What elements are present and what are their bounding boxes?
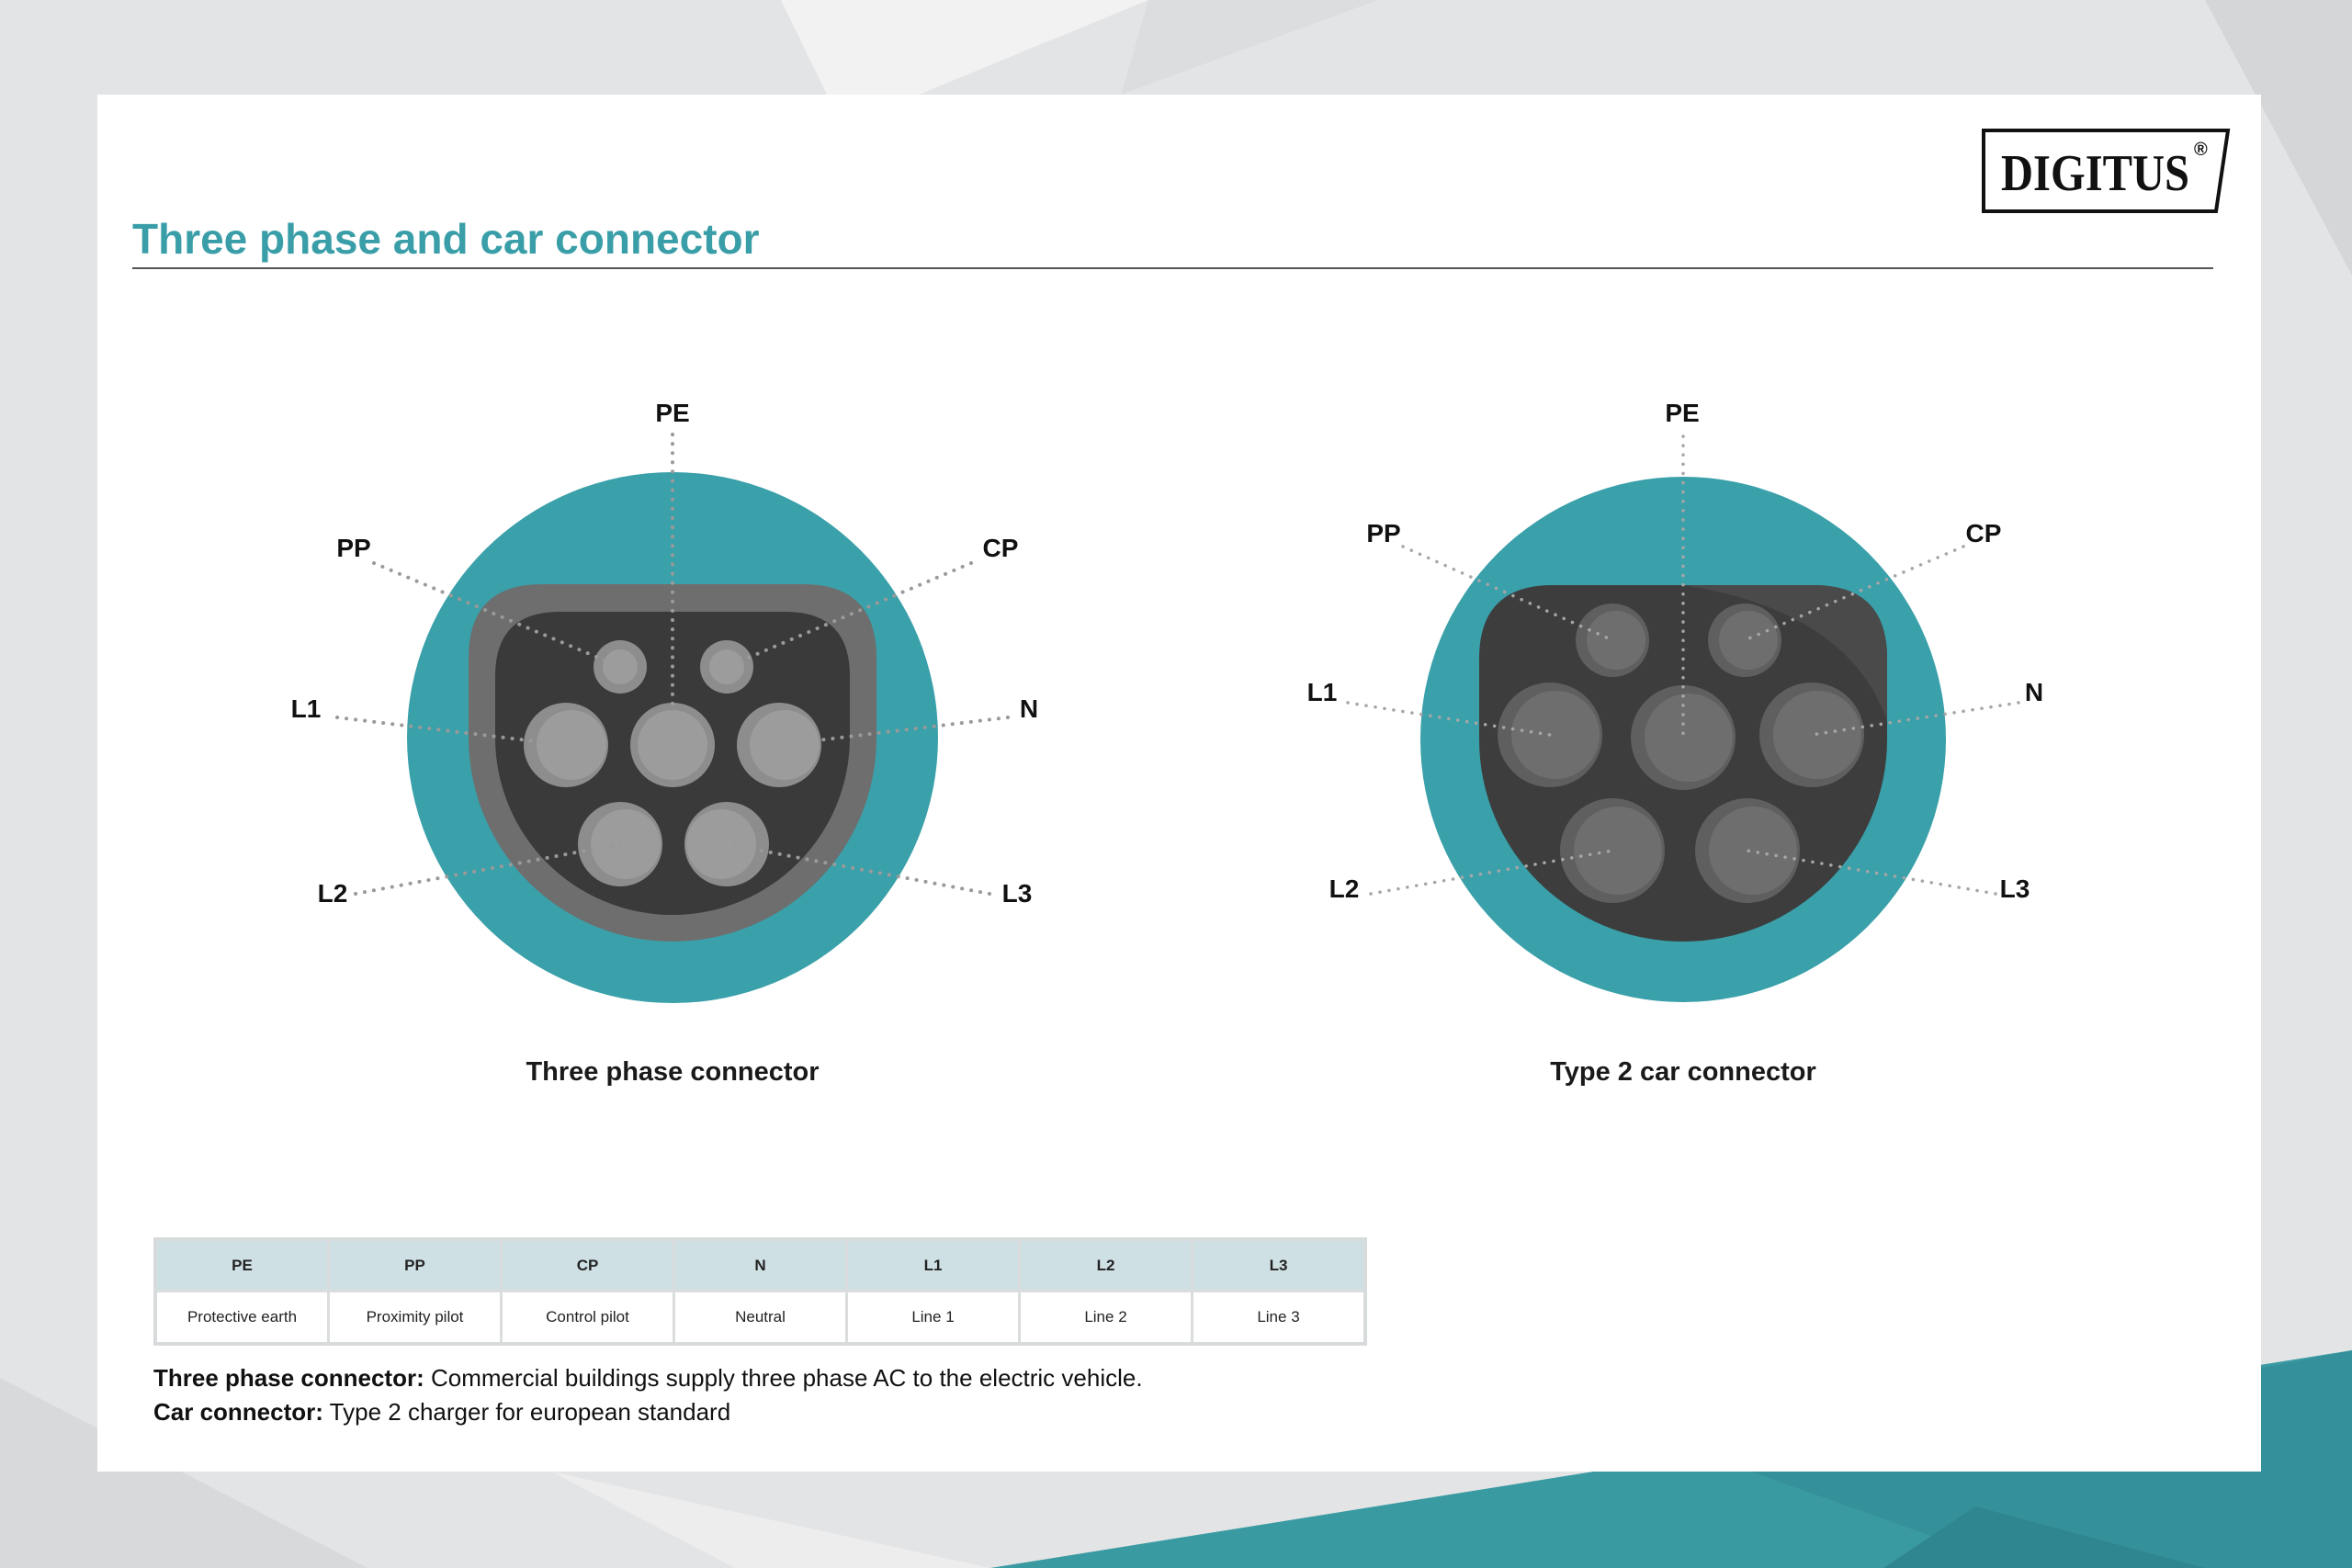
- pin-legend-table: PE PP CP N L1 L2 L3 Protective earth Pro…: [153, 1237, 1367, 1346]
- label-l1: L1: [291, 694, 322, 723]
- legend-header: PE: [153, 1237, 330, 1292]
- legend-header: L2: [1018, 1237, 1193, 1292]
- label-n: N: [2025, 678, 2043, 706]
- note-term: Three phase connector:: [153, 1364, 424, 1392]
- legend-header: PP: [327, 1237, 503, 1292]
- note-text: Commercial buildings supply three phase …: [424, 1364, 1143, 1392]
- note-term: Car connector:: [153, 1398, 323, 1426]
- legend-header: N: [673, 1237, 848, 1292]
- caption-three-phase: Three phase connector: [526, 1057, 819, 1087]
- label-pp: PP: [336, 534, 370, 562]
- svg-text:DIGITUS: DIGITUS: [2001, 145, 2189, 202]
- label-cp: CP: [1966, 519, 2002, 547]
- label-pp: PP: [1366, 519, 1400, 547]
- label-n: N: [1020, 694, 1038, 723]
- legend-value: Line 2: [1018, 1290, 1193, 1346]
- legend-value: Line 3: [1191, 1290, 1367, 1346]
- type2-labels: PE PP CP L1 N L2 L3 Type 2 car connector: [1307, 399, 2043, 1087]
- label-l1: L1: [1307, 678, 1338, 706]
- legend-header: L1: [845, 1237, 1021, 1292]
- content-panel: PE PP CP L1 N L2 L3 Three phase connecto…: [97, 95, 2261, 1472]
- digitus-logo: DIGITUS ®: [1982, 129, 2231, 213]
- label-l2: L2: [1329, 874, 1360, 903]
- legend-value: Neutral: [673, 1290, 848, 1346]
- legend-value-row: Protective earth Proximity pilot Control…: [153, 1290, 1367, 1346]
- note-three-phase: Three phase connector: Commercial buildi…: [153, 1364, 1143, 1393]
- three-phase-connector: [335, 433, 1010, 1003]
- note-car-connector: Car connector: Type 2 charger for europe…: [153, 1398, 730, 1427]
- label-pe: PE: [1665, 399, 1699, 427]
- title-divider: [132, 267, 2213, 269]
- type2-connector: [1346, 434, 2020, 1002]
- label-l3: L3: [1002, 879, 1033, 908]
- legend-value: Proximity pilot: [327, 1290, 503, 1346]
- legend-value: Line 1: [845, 1290, 1021, 1346]
- legend-value: Protective earth: [153, 1290, 330, 1346]
- legend-value: Control pilot: [500, 1290, 675, 1346]
- legend-header: L3: [1191, 1237, 1367, 1292]
- note-text: Type 2 charger for european standard: [322, 1398, 731, 1426]
- label-cp: CP: [983, 534, 1019, 562]
- label-l3: L3: [2000, 874, 2030, 903]
- label-pe: PE: [655, 399, 689, 427]
- legend-header: CP: [500, 1237, 675, 1292]
- legend-header-row: PE PP CP N L1 L2 L3: [153, 1237, 1367, 1292]
- label-l2: L2: [318, 879, 348, 908]
- caption-type2: Type 2 car connector: [1550, 1057, 1816, 1087]
- three-phase-labels: PE PP CP L1 N L2 L3 Three phase connecto…: [291, 399, 1038, 1087]
- svg-text:®: ®: [2194, 140, 2208, 160]
- page-title: Three phase and car connector: [132, 215, 760, 263]
